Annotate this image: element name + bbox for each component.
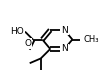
Text: HO: HO bbox=[10, 27, 24, 36]
Text: CH₃: CH₃ bbox=[83, 35, 99, 44]
Text: O: O bbox=[25, 39, 32, 48]
Text: N: N bbox=[61, 44, 68, 53]
Text: N: N bbox=[61, 26, 68, 35]
